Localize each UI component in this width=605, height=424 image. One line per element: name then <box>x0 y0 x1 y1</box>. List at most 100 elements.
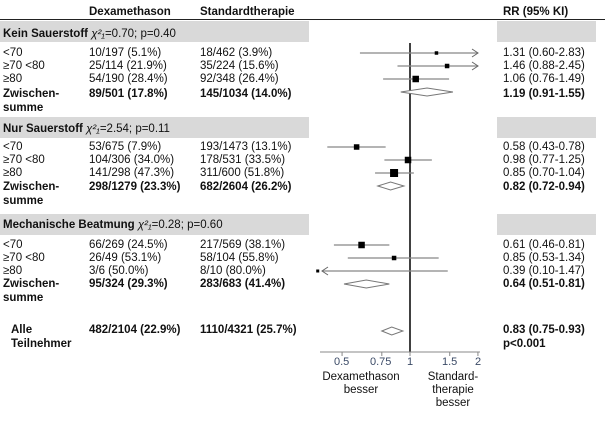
row-label: ≥80 <box>3 73 23 85</box>
ci-arrow-left <box>321 266 329 276</box>
group-stat-chi: χ²₁ <box>91 28 105 40</box>
row-dex: 104/306 (34.0%) <box>89 154 175 166</box>
subtotal-label: Zwischen- <box>3 278 60 290</box>
row-label: ≥70 <80 <box>3 154 45 166</box>
ci-arrow-right <box>471 48 479 58</box>
row-rr: 0.98 (0.77-1.25) <box>503 154 585 166</box>
row-label: ≥70 <80 <box>3 252 45 264</box>
row-rr: 0.58 (0.43-0.78) <box>503 141 585 153</box>
row-rr: 1.46 (0.88-2.45) <box>503 60 585 72</box>
col-header-rr: RR (95% KI) <box>503 6 569 18</box>
row-std: 311/600 (51.8%) <box>200 167 285 179</box>
subtotal-std: 682/2604 (26.2%) <box>200 181 292 193</box>
row-dex: 25/114 (21.9%) <box>89 60 167 72</box>
point-estimate <box>391 255 397 261</box>
row-std: 8/10 (80.0%) <box>200 265 266 277</box>
axis-tick-label: 1.5 <box>442 356 458 368</box>
axis-label-left: Dexamethason besser <box>318 371 404 397</box>
axis-label-left-line: besser <box>343 384 379 396</box>
row-dex: 53/675 (7.9%) <box>89 141 162 153</box>
point-estimate <box>390 169 399 177</box>
axis-tick-label: 1 <box>407 356 414 368</box>
group-band-2-rr <box>497 117 596 138</box>
group-band-3 <box>0 214 309 235</box>
group-stat-chi: χ²₁ <box>86 123 100 135</box>
overall-std: 1110/4321 (25.7%) <box>200 324 297 336</box>
row-std: 35/224 (15.6%) <box>200 60 279 72</box>
overall-label-2: Teilnehmer <box>11 338 72 350</box>
col-header-standardtherapie: Standardtherapie <box>200 6 295 18</box>
group-title-mechanische-beatmung: Mechanische Beatmung χ²₁=0.28; p=0.60 <box>3 219 223 232</box>
row-label: <70 <box>3 239 23 251</box>
subtotal-rr: 0.64 (0.51-0.81) <box>503 278 585 290</box>
point-estimate <box>316 269 320 273</box>
subtotal-dex: 298/1279 (23.3%) <box>89 181 181 193</box>
point-estimate <box>404 156 412 164</box>
group-title-kein-sauerstoff: Kein Sauerstoff χ²₁=0.70; p=0.40 <box>3 28 176 41</box>
axis-tick-label: 0.5 <box>334 356 350 368</box>
overall-p: p<0.001 <box>503 338 546 350</box>
subtotal-std: 283/683 (41.4%) <box>200 278 286 290</box>
subtotal-rr: 0.82 (0.72-0.94) <box>503 181 585 193</box>
axis-label-left-line: Dexamethason <box>322 371 400 383</box>
axis-label-right-line: therapie <box>432 384 474 396</box>
group-band-2 <box>0 117 309 138</box>
row-label: ≥70 <80 <box>3 60 45 72</box>
row-dex: 3/6 (50.0%) <box>89 265 149 277</box>
row-rr: 0.85 (0.53-1.34) <box>503 252 585 264</box>
subtotal-dex: 95/324 (29.3%) <box>89 278 168 290</box>
group-name: Nur Sauerstoff <box>3 123 83 135</box>
group-band-1 <box>0 21 309 42</box>
point-estimate <box>358 241 365 249</box>
point-estimate <box>434 51 439 55</box>
summary-diamond <box>380 326 405 336</box>
subtotal-label-2: summe <box>3 102 44 114</box>
row-label: <70 <box>3 141 23 153</box>
group-stat-chi: χ²₁ <box>137 219 152 231</box>
row-std: 193/1473 (13.1%) <box>200 141 292 153</box>
row-dex: 66/269 (24.5%) <box>89 239 168 251</box>
row-std: 92/348 (26.4%) <box>200 73 279 85</box>
group-name: Kein Sauerstoff <box>3 28 88 40</box>
row-label: ≥80 <box>3 167 23 179</box>
header-rule <box>0 19 605 20</box>
point-estimate <box>353 144 360 150</box>
row-std: 58/104 (55.8%) <box>200 252 279 264</box>
subtotal-label-2: summe <box>3 292 44 304</box>
axis-label-right-line: besser <box>435 397 471 409</box>
group-band-1-rr <box>497 21 596 42</box>
summary-diamond <box>400 87 454 97</box>
row-dex: 54/190 (28.4%) <box>89 73 168 85</box>
subtotal-label: Zwischen- <box>3 181 60 193</box>
row-dex: 141/298 (47.3%) <box>89 167 175 179</box>
col-header-dexamethason: Dexamethason <box>89 6 171 18</box>
overall-dex: 482/2104 (22.9%) <box>89 324 181 336</box>
group-title-nur-sauerstoff: Nur Sauerstoff χ²₁=2.54; p=0.11 <box>3 123 170 136</box>
group-stat: =0.70; p=0.40 <box>104 28 176 40</box>
ci-arrow-right <box>471 61 479 71</box>
group-name: Mechanische Beatmung <box>3 219 135 231</box>
point-estimate <box>444 63 450 69</box>
subtotal-std: 145/1034 (14.0%) <box>200 88 292 100</box>
subtotal-label: Zwischen- <box>3 88 60 100</box>
point-estimate <box>412 75 419 83</box>
group-stat: =2.54; p=0.11 <box>99 123 170 135</box>
summary-diamond <box>376 181 406 191</box>
row-std: 217/569 (38.1%) <box>200 239 286 251</box>
row-rr: 0.85 (0.70-1.04) <box>503 167 585 179</box>
subtotal-dex: 89/501 (17.8%) <box>89 88 168 100</box>
row-dex: 10/197 (5.1%) <box>89 47 162 59</box>
row-std: 18/462 (3.9%) <box>200 47 273 59</box>
axis-label-right-line: Standard- <box>427 371 479 383</box>
subtotal-label-2: summe <box>3 195 44 207</box>
row-label: ≥80 <box>3 265 23 277</box>
row-label: <70 <box>3 47 23 59</box>
subtotal-rr: 1.19 (0.91-1.55) <box>503 88 585 100</box>
row-std: 178/531 (33.5%) <box>200 154 286 166</box>
axis-label-right: Standard- therapie besser <box>424 371 482 410</box>
row-dex: 26/49 (53.1%) <box>89 252 162 264</box>
row-rr: 0.61 (0.46-0.81) <box>503 239 585 251</box>
overall-rr: 0.83 (0.75-0.93) <box>503 324 585 336</box>
row-rr: 1.31 (0.60-2.83) <box>503 47 585 59</box>
